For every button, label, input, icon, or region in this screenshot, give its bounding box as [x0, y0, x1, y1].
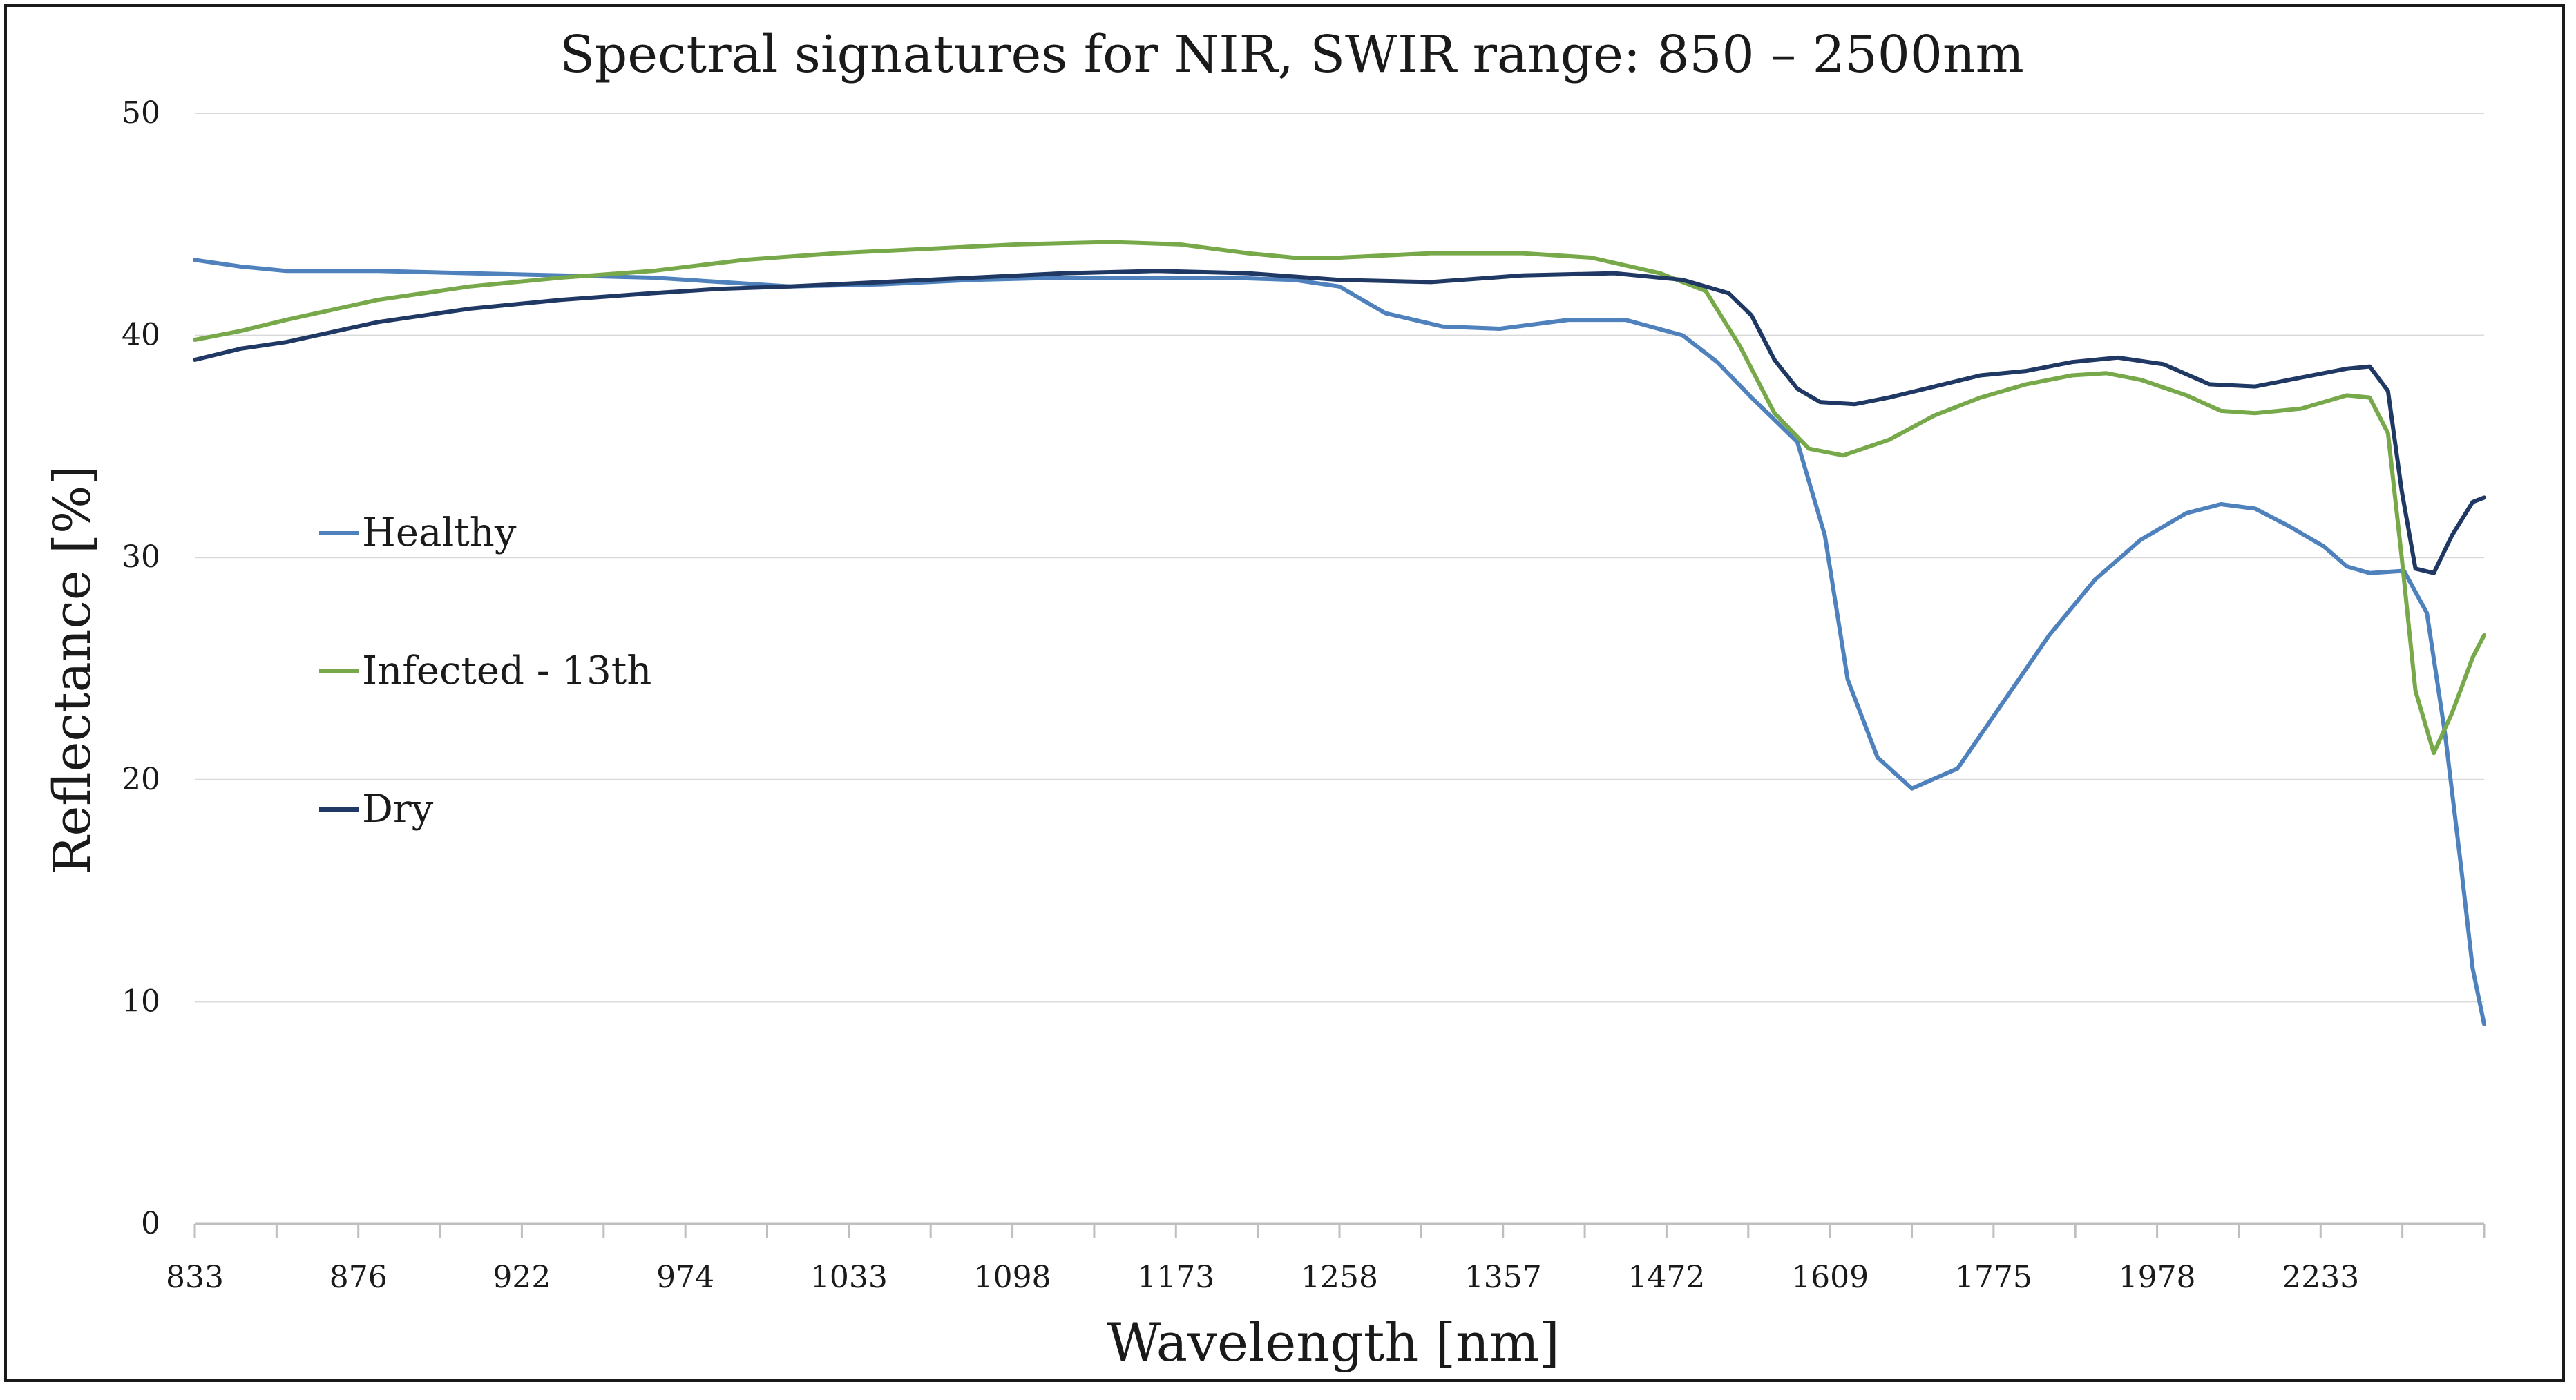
series-line-healthy	[193, 258, 2486, 1026]
x-tick-label: 1609	[1791, 1260, 1869, 1295]
x-tick-label: 2233	[2282, 1260, 2359, 1295]
y-tick-label: 0	[141, 1206, 160, 1241]
x-tick-label: 1472	[1628, 1260, 1705, 1295]
x-tick-label: 1978	[2119, 1260, 2196, 1295]
x-axis-label: Wavelength [nm]	[1107, 1312, 1560, 1373]
x-tick-label: 876	[330, 1260, 388, 1295]
x-tick-label: 1173	[1137, 1260, 1214, 1295]
series-lines	[193, 240, 2486, 1026]
x-tick-label: 1098	[974, 1260, 1051, 1295]
x-tick-label: 1258	[1301, 1260, 1378, 1295]
x-tick-label: 1357	[1464, 1260, 1542, 1295]
chart-canvas: 0 10 20 30 40 50 833 876 922 974 1033 1098 1173 1258…	[43, 25, 2486, 1373]
x-tick-label: 1033	[810, 1260, 888, 1295]
y-axis-label: Reflectance [%]	[43, 466, 102, 874]
legend: Healthy Infected - 13th Dry	[319, 510, 651, 832]
chart-title: Spectral signatures for NIR, SWIR range:…	[560, 25, 2024, 84]
chart-frame: 0 10 20 30 40 50 833 876 922 974 1033 1098 1173 1258…	[4, 4, 2565, 1382]
y-tick-label: 20	[122, 762, 160, 797]
series-line-dry	[193, 269, 2486, 575]
legend-label-dry: Dry	[362, 787, 434, 832]
x-tick-label: 922	[493, 1260, 551, 1295]
x-axis: 833 876 922 974 1033 1098 1173 1258 1357 1472 1609…	[166, 1222, 2486, 1295]
y-tick-label: 40	[122, 318, 160, 353]
gridlines	[195, 113, 2484, 1003]
x-tick-label: 1775	[1955, 1260, 2032, 1295]
x-tick-label: 833	[166, 1260, 224, 1295]
series-line-infected-13th	[193, 240, 2486, 756]
y-tick-label: 10	[122, 984, 160, 1019]
legend-label-healthy: Healthy	[362, 510, 517, 555]
legend-label-infected-13th: Infected - 13th	[362, 649, 651, 693]
y-axis-ticks: 0 10 20 30 40 50	[122, 95, 160, 1241]
y-tick-label: 30	[122, 539, 160, 575]
y-tick-label: 50	[122, 95, 160, 131]
x-tick-label: 974	[656, 1260, 714, 1295]
